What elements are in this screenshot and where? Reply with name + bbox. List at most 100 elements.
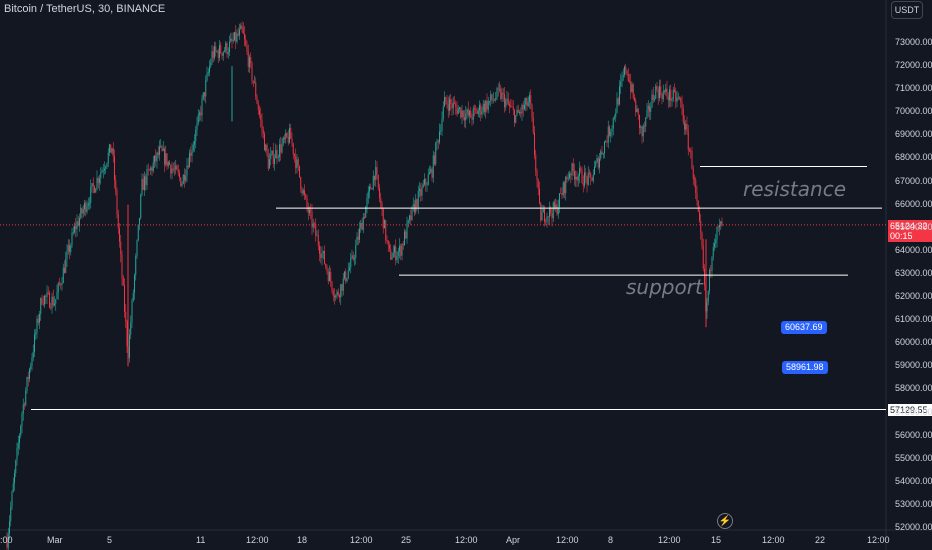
lightning-icon[interactable]: ⚡	[717, 513, 733, 529]
candle-body	[575, 176, 577, 180]
candle-body	[267, 154, 269, 169]
candle-body	[431, 168, 433, 178]
candle-body	[664, 90, 665, 92]
candle-body	[440, 130, 442, 132]
candle-body	[479, 104, 480, 111]
candle-body	[322, 251, 324, 254]
candle-body	[422, 184, 424, 187]
candle-body	[424, 179, 425, 185]
candle-body	[109, 144, 110, 153]
candle-body	[349, 267, 350, 271]
candle-body	[469, 110, 470, 116]
candle-body	[41, 298, 43, 304]
candle-body	[536, 170, 538, 181]
candle-body	[362, 216, 364, 231]
candle-body	[554, 202, 555, 209]
candle-body	[395, 246, 397, 261]
candle-body	[669, 89, 670, 101]
time-tick: 12:00	[246, 535, 269, 545]
candle-body	[265, 144, 267, 151]
candle-body	[444, 97, 445, 107]
candle-body	[524, 104, 525, 110]
candle-body	[120, 241, 122, 255]
candle-body	[512, 106, 514, 110]
candle-body	[514, 109, 515, 123]
candle-body	[329, 272, 330, 282]
currency-button[interactable]: USDT	[891, 1, 923, 19]
candle-body	[117, 214, 119, 229]
candle-body	[482, 103, 484, 112]
candle-body	[384, 220, 385, 229]
candle-body	[196, 123, 198, 130]
candle-body	[412, 204, 414, 207]
candle-body	[712, 246, 714, 257]
candle-body	[90, 186, 92, 203]
candle-body	[434, 155, 435, 165]
candle-body	[336, 291, 338, 296]
candle-body	[334, 295, 335, 298]
price-tick: 66000.00	[895, 198, 932, 209]
candle-body	[215, 46, 217, 52]
candle-body	[212, 51, 214, 58]
candle-body	[247, 51, 249, 67]
price-label-1[interactable]: 60637.69	[781, 321, 827, 334]
candle-body	[342, 278, 344, 291]
candle-body	[206, 73, 208, 81]
candle-body	[530, 94, 532, 105]
candle-body	[596, 158, 598, 162]
candle-body	[199, 112, 200, 115]
candle-body	[305, 194, 307, 198]
resistance-annotation[interactable]: resistance	[743, 177, 846, 201]
candle-body	[277, 156, 279, 158]
candle-body	[202, 92, 204, 99]
candle-body	[509, 104, 510, 107]
candle-body	[194, 141, 195, 145]
candle-body	[654, 99, 655, 100]
candle-body	[165, 153, 167, 165]
candle-body	[690, 150, 692, 152]
time-tick: 5	[107, 535, 113, 545]
candle-body	[562, 182, 564, 196]
candle-body	[340, 284, 342, 298]
candle-body	[551, 213, 553, 219]
candle-body	[171, 168, 173, 174]
candle-body	[674, 89, 675, 92]
candle-body	[172, 168, 174, 170]
candle-body	[31, 357, 33, 366]
current-price-tag: 65124.32 00:15	[888, 220, 932, 242]
price-label-2[interactable]: 58961.98	[782, 361, 828, 374]
candle-body	[611, 128, 613, 132]
candle-body	[126, 321, 128, 347]
candle-body	[331, 281, 333, 291]
candle-body	[522, 104, 524, 110]
candle-body	[161, 145, 163, 151]
candle-body	[702, 245, 704, 269]
candle-body	[582, 183, 584, 186]
candle-body	[687, 131, 689, 150]
candle-body	[376, 167, 378, 176]
candle-body	[485, 100, 487, 112]
candle-body	[550, 207, 552, 214]
candle-body	[462, 110, 464, 118]
candle-body	[299, 165, 300, 178]
candle-body	[625, 66, 627, 71]
candle-body	[549, 207, 550, 218]
candle-body	[261, 119, 263, 130]
candle-body	[204, 92, 205, 97]
candle-body	[460, 107, 462, 118]
support-annotation[interactable]: support	[626, 275, 703, 299]
candle-body	[564, 182, 565, 194]
candle-body	[675, 91, 677, 102]
candle-body	[82, 209, 84, 214]
candle-body	[12, 483, 14, 493]
candle-body	[294, 154, 295, 156]
candle-body	[416, 199, 418, 208]
candle-body	[250, 57, 252, 64]
candle-body	[167, 161, 169, 166]
candle-body	[535, 155, 537, 171]
candle-body	[681, 101, 683, 109]
candle-body	[11, 492, 13, 508]
time-tick: 12:00	[762, 535, 785, 545]
candle-body	[700, 221, 702, 233]
